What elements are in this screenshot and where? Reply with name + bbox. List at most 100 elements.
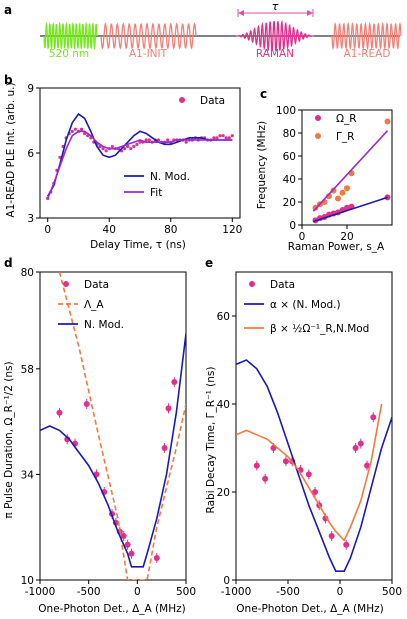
x-tick-label: -500 [77, 586, 101, 598]
chart-d-plot [40, 272, 186, 580]
data-point [123, 147, 127, 151]
y-tick-label: 20 [283, 197, 296, 209]
series-0 [253, 412, 377, 550]
series-2 [313, 196, 388, 223]
data-point [312, 489, 319, 495]
panel-label-a: a [4, 3, 12, 17]
legend-label: N. Mod. [150, 171, 190, 183]
data-point [344, 204, 350, 211]
series-line [236, 403, 383, 542]
tau-arrow [237, 9, 314, 17]
series-0 [56, 377, 178, 563]
series-line [40, 333, 186, 568]
legend-label: Data [270, 279, 295, 291]
data-point [132, 144, 136, 149]
legend-label: β × ½Ω⁻¹_R,N.Mod [270, 323, 369, 335]
chart-b-ylabel: A1-READ PLE Int. (arb. u.) [5, 82, 17, 217]
chart-c-ylabel: Frequency (MHz) [256, 121, 268, 209]
panel-label-d: d [4, 256, 13, 270]
y-tick-label: 80 [21, 267, 34, 279]
data-point [352, 445, 359, 451]
legend-label: Γ_R [336, 131, 354, 143]
label-a1-init: A1-INIT [129, 48, 168, 60]
data-point [218, 134, 222, 138]
legend-label: α × (N. Mod.) [270, 299, 341, 311]
data-point [253, 462, 260, 469]
x-tick-label: 120 [222, 224, 242, 236]
data-point [126, 144, 130, 149]
label-520nm: 520 nm [49, 48, 89, 60]
data-point [73, 127, 77, 131]
x-tick-label: 500 [382, 586, 402, 598]
chart-b-xlabel: Delay Time, τ (ns) [90, 239, 186, 251]
series-2 [46, 130, 233, 199]
y-tick-label: 34 [21, 469, 35, 481]
series-1 [58, 272, 186, 580]
data-point [184, 140, 188, 144]
chart-d-xlabel: One-Photon Det., Δ_A (MHz) [38, 603, 185, 615]
data-point [370, 414, 377, 421]
y-tick-label: 58 [21, 364, 34, 376]
x-tick-label: 80 [164, 224, 177, 236]
tau-label: τ [272, 0, 279, 13]
pulse-a1-read [331, 21, 402, 51]
y-tick-label: 3 [27, 213, 34, 225]
legend-marker [315, 133, 321, 139]
x-tick-label: 20 [340, 231, 353, 243]
pulse-520nm-wave [43, 21, 98, 51]
data-point [339, 189, 346, 196]
x-tick-label: 500 [176, 586, 196, 598]
data-point [357, 440, 364, 447]
chart-e-legend: Data α × (N. Mod.) β × ½Ω⁻¹_R,N.Mod [244, 279, 369, 335]
legend-label: Data [200, 95, 225, 107]
data-point [335, 195, 341, 202]
data-point [364, 462, 371, 469]
pulse-a1-init [100, 22, 197, 50]
data-point [171, 379, 178, 385]
chart-d-frame [39, 271, 187, 581]
data-point [384, 118, 391, 125]
data-point [70, 129, 74, 133]
data-point [221, 134, 225, 138]
data-point [305, 471, 312, 478]
panel-label-b: b [4, 73, 13, 87]
y-tick-label: 100 [276, 105, 296, 117]
legend-label: Ω_R [336, 113, 357, 125]
legend-label: Data [84, 279, 109, 291]
x-tick-label: -1000 [221, 586, 252, 598]
pulse-520nm [43, 21, 98, 51]
y-tick-label: 20 [217, 487, 230, 499]
legend-label: N. Mod. [84, 319, 124, 331]
chart-c: 0 20 0 20 40 60 80 100 Ω_R Γ_R [276, 105, 393, 243]
data-point [79, 127, 84, 131]
data-point [83, 401, 90, 407]
series-line [47, 112, 233, 197]
y-tick-label: 40 [283, 174, 296, 186]
y-tick-label: 6 [27, 148, 34, 160]
series-line [313, 196, 388, 223]
chart-d: -1000 -500 0 500 10 34 58 80 Data Λ_A N. Mod. [21, 267, 196, 598]
x-tick-label: 0 [337, 586, 344, 598]
data-point [135, 142, 139, 146]
pulse-raman [235, 19, 315, 53]
data-point [230, 134, 234, 138]
chart-b-frame [39, 87, 241, 219]
legend-marker [63, 281, 69, 287]
pulse-raman-wave [235, 19, 315, 53]
data-point [161, 445, 168, 451]
data-point [104, 149, 108, 153]
chart-e: -1000 -500 0 500 0 20 40 60 Data α × (N. Mod.) β ×… [217, 271, 402, 598]
data-point [147, 138, 151, 142]
data-point [262, 475, 269, 482]
legend-marker [249, 281, 255, 287]
label-raman: RAMAN [256, 48, 294, 60]
series-line [58, 272, 186, 580]
y-tick-label: 9 [27, 83, 34, 95]
y-tick-label: 60 [217, 311, 230, 323]
x-tick-label: 0 [44, 224, 51, 236]
series-1 [47, 112, 233, 197]
series-3 [312, 130, 389, 212]
y-tick-label: 40 [217, 399, 230, 411]
data-point [56, 409, 63, 416]
